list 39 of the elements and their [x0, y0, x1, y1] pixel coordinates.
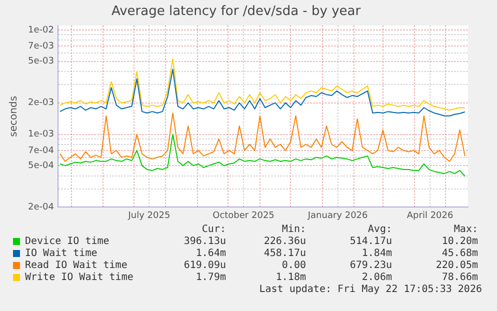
x-tick-label: April 2026: [406, 210, 454, 221]
legend-label: IO Wait time: [24, 248, 98, 260]
legend-label: Write IO Wait time: [24, 272, 134, 284]
y-axis-title: seconds: [8, 96, 20, 137]
text: Last update: Fri May 22 17:05:33 2026: [258, 284, 483, 296]
y-tick-label: 5e-04: [28, 161, 54, 172]
text: 1.64m: [194, 248, 226, 260]
y-tick-label: 2e-04: [28, 202, 54, 213]
text: Cur:: [200, 224, 226, 236]
text: 10.20m: [440, 236, 478, 248]
text: 78.66m: [440, 272, 478, 284]
text: 396.13u: [182, 236, 226, 248]
text: 45.68m: [440, 248, 478, 260]
x-tick-label: January 2026: [306, 210, 368, 221]
text: 514.17u: [348, 236, 392, 248]
text: 458.17u: [262, 248, 306, 260]
text: 226.36u: [262, 236, 306, 248]
text: 0.00: [280, 260, 306, 272]
text: Min:: [280, 224, 306, 236]
y-tick-label: 5e-03: [28, 56, 54, 67]
text: 1.79m: [194, 272, 226, 284]
text: 679.23u: [348, 260, 392, 272]
x-tick-label: October 2025: [212, 210, 274, 221]
text: 2.06m: [360, 272, 392, 284]
x-tick-label: July 2025: [127, 210, 170, 221]
y-tick-label: 7e-03: [28, 41, 54, 52]
legend-label: Read IO Wait time: [24, 260, 128, 272]
y-tick-label: 7e-04: [28, 146, 54, 156]
text: 619.09u: [182, 260, 226, 272]
text: Avg:: [366, 224, 392, 236]
chart-title: Average latency for /dev/sda - by year: [111, 4, 362, 20]
y-tick-label: 2e-03: [28, 98, 54, 108]
legend-label: Device IO time: [24, 236, 110, 248]
text: Max:: [452, 224, 478, 236]
text: 220.05m: [434, 260, 478, 272]
text: 1.84m: [360, 248, 392, 260]
y-tick-label: 1e-02: [28, 25, 54, 36]
text: 1.18m: [274, 272, 306, 284]
y-tick-label: 1e-03: [28, 130, 54, 140]
